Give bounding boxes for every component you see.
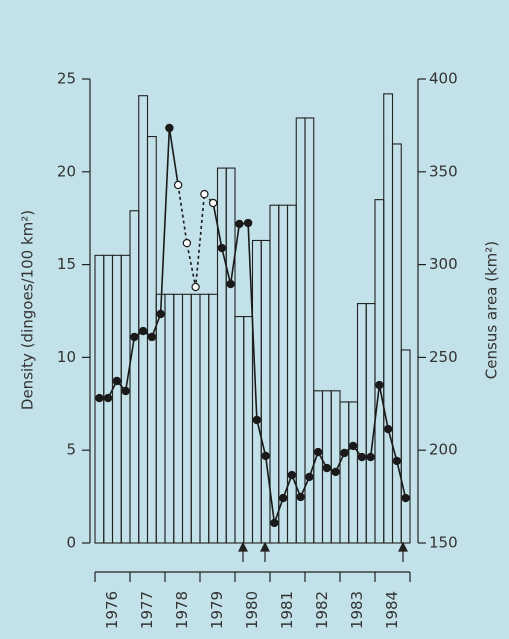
point <box>138 326 148 336</box>
y2-tick-label: 150 <box>429 534 458 552</box>
point <box>313 447 323 457</box>
bar <box>400 349 411 544</box>
x-tick-label: 1984 <box>383 591 401 629</box>
point <box>226 279 235 289</box>
y2-tick-label: 300 <box>429 255 458 273</box>
point <box>252 415 262 425</box>
y-tick-label: 10 <box>57 348 76 366</box>
y2-tick-label: 250 <box>429 348 458 366</box>
point <box>278 493 288 503</box>
y-tick-label: 0 <box>66 534 76 552</box>
y-tick-label: 20 <box>57 162 76 180</box>
point <box>200 189 209 199</box>
y2-tick-label: 200 <box>429 441 458 459</box>
x-tick-label: 1978 <box>173 591 191 629</box>
line-segment <box>168 127 179 186</box>
x-tick-label: 1981 <box>278 591 296 629</box>
point <box>147 332 157 342</box>
point <box>392 456 402 466</box>
y2-tick-label: 400 <box>429 70 458 88</box>
y-tick-label: 5 <box>66 441 76 459</box>
y-tick-label: 15 <box>57 255 76 273</box>
point <box>401 493 410 503</box>
point <box>156 309 165 319</box>
point <box>182 238 192 248</box>
bar <box>391 143 402 544</box>
point <box>296 492 305 502</box>
y2-tick-label: 350 <box>429 162 458 180</box>
x-tick-label: 1983 <box>348 591 366 629</box>
point <box>322 463 332 473</box>
point <box>121 386 130 396</box>
point <box>340 448 349 458</box>
point <box>217 243 227 253</box>
point <box>357 452 367 462</box>
point <box>366 452 375 462</box>
arrow-head <box>238 541 248 552</box>
point <box>235 219 244 229</box>
point <box>331 467 340 477</box>
point <box>348 441 358 451</box>
point <box>173 180 183 190</box>
point <box>375 380 384 390</box>
y2-axis-label: Census area (km²) <box>483 241 501 379</box>
point <box>243 218 253 228</box>
point <box>287 470 297 480</box>
x-tick-label: 1980 <box>243 591 261 629</box>
arrows <box>238 541 408 562</box>
arrow-head <box>398 541 408 552</box>
point <box>208 198 218 208</box>
x-tick-label: 1982 <box>313 591 331 629</box>
point <box>95 393 104 403</box>
point <box>112 376 122 386</box>
arrow-head <box>260 541 270 552</box>
point <box>103 393 113 403</box>
point <box>261 451 270 461</box>
line-segment <box>212 202 223 249</box>
point <box>165 123 174 133</box>
x-tick-label: 1977 <box>138 591 156 629</box>
point <box>191 282 200 292</box>
point <box>270 518 279 528</box>
x-tick-label: 1976 <box>103 591 121 629</box>
y-tick-label: 25 <box>57 70 76 88</box>
point <box>305 472 314 482</box>
bar <box>304 117 315 544</box>
y-axis-label: Density (dingoes/100 km²) <box>19 210 37 410</box>
point <box>383 424 393 434</box>
point <box>130 332 139 342</box>
x-tick-label: 1979 <box>208 591 226 629</box>
